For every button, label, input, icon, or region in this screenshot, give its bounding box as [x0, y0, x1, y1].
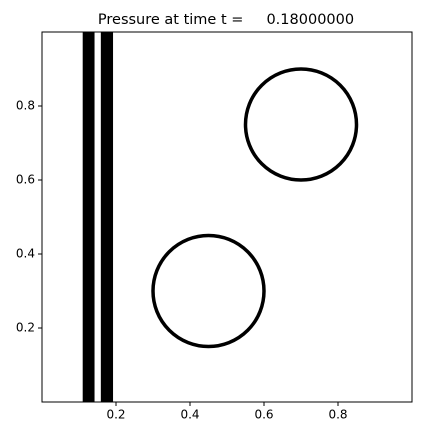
circle — [243, 67, 359, 182]
y-tick-label: 0.2 — [16, 321, 35, 335]
chart-title: Pressure at time t = 0.18000000 — [98, 12, 354, 28]
y-tick-label: 0.6 — [16, 173, 35, 187]
x-tick-label: 0.6 — [254, 408, 273, 422]
bar — [82, 32, 95, 402]
x-tick-label: 0.2 — [106, 408, 125, 422]
circle — [151, 233, 266, 349]
bar — [100, 32, 114, 402]
y-tick-label: 0.4 — [16, 247, 35, 261]
x-tick-label: 0.8 — [328, 408, 347, 422]
plot-frame — [41, 31, 413, 403]
x-tick-label: 0.4 — [180, 408, 199, 422]
y-tick-label: 0.8 — [16, 99, 35, 113]
